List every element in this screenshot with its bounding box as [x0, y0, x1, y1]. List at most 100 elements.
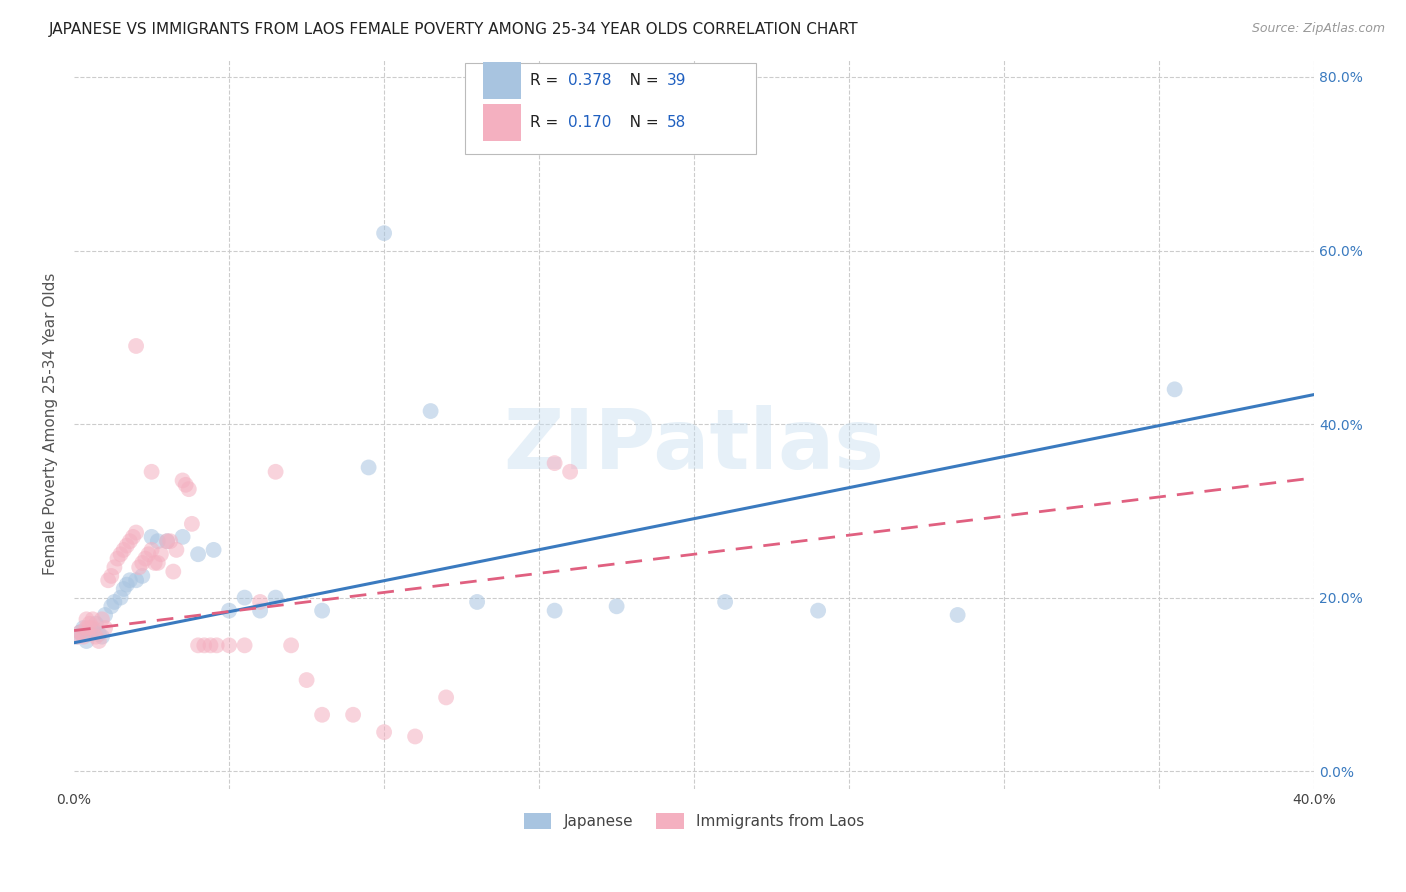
Point — [177, 482, 200, 496]
Point — [373, 226, 395, 240]
Point — [141, 530, 163, 544]
Point — [193, 638, 215, 652]
Point — [115, 539, 138, 553]
Point — [264, 591, 287, 605]
Point — [156, 534, 179, 549]
Point — [134, 551, 156, 566]
Point — [174, 478, 197, 492]
Point — [200, 638, 222, 652]
FancyBboxPatch shape — [484, 104, 520, 141]
Point — [128, 560, 150, 574]
Point — [100, 569, 122, 583]
Point — [357, 460, 380, 475]
Point — [264, 465, 287, 479]
Point — [112, 542, 135, 557]
Text: 0.378: 0.378 — [568, 73, 612, 88]
Text: 58: 58 — [666, 115, 686, 130]
Point — [115, 577, 138, 591]
Point — [94, 607, 117, 622]
Point — [946, 607, 969, 622]
Point — [373, 725, 395, 739]
Point — [110, 591, 132, 605]
Point — [606, 599, 628, 614]
Point — [112, 582, 135, 596]
Point — [107, 551, 129, 566]
Text: Source: ZipAtlas.com: Source: ZipAtlas.com — [1251, 22, 1385, 36]
Text: ZIPatlas: ZIPatlas — [503, 406, 884, 486]
Point — [143, 556, 166, 570]
Point — [82, 621, 104, 635]
Point — [125, 339, 148, 353]
Point — [465, 595, 488, 609]
Point — [404, 730, 426, 744]
Point — [218, 604, 240, 618]
Point — [187, 547, 209, 561]
Point — [87, 627, 110, 641]
Point — [84, 630, 107, 644]
Point — [714, 595, 737, 609]
Point — [558, 465, 581, 479]
Point — [91, 612, 114, 626]
Point — [110, 547, 132, 561]
Point — [233, 638, 256, 652]
Point — [165, 542, 187, 557]
Point — [122, 530, 145, 544]
Point — [97, 574, 120, 588]
Point — [131, 569, 153, 583]
Point — [172, 474, 194, 488]
Point — [79, 616, 101, 631]
Text: 39: 39 — [666, 73, 686, 88]
Text: R =: R = — [530, 73, 564, 88]
Point — [87, 634, 110, 648]
Point — [543, 456, 565, 470]
Point — [187, 638, 209, 652]
Point — [138, 547, 160, 561]
Point — [218, 638, 240, 652]
Point — [66, 630, 89, 644]
Text: N =: N = — [614, 115, 664, 130]
Point — [156, 534, 179, 549]
FancyBboxPatch shape — [465, 63, 756, 154]
Point — [249, 595, 271, 609]
Point — [118, 574, 141, 588]
Point — [125, 574, 148, 588]
Point — [141, 542, 163, 557]
Point — [76, 612, 98, 626]
Point — [69, 625, 91, 640]
Point — [103, 560, 125, 574]
Point — [233, 591, 256, 605]
Point — [202, 542, 225, 557]
Point — [180, 516, 202, 531]
Point — [131, 556, 153, 570]
Point — [76, 634, 98, 648]
Point — [94, 621, 117, 635]
Point — [807, 604, 830, 618]
Point — [141, 465, 163, 479]
Point — [82, 612, 104, 626]
Text: N =: N = — [614, 73, 664, 88]
Point — [172, 530, 194, 544]
Point — [311, 604, 333, 618]
Point — [72, 621, 94, 635]
Point — [295, 673, 318, 687]
Point — [125, 525, 148, 540]
Point — [205, 638, 228, 652]
Point — [543, 604, 565, 618]
Point — [280, 638, 302, 652]
Point — [342, 707, 364, 722]
Point — [82, 623, 104, 637]
Point — [146, 534, 169, 549]
Point — [103, 595, 125, 609]
Point — [72, 630, 94, 644]
Y-axis label: Female Poverty Among 25-34 Year Olds: Female Poverty Among 25-34 Year Olds — [44, 273, 58, 575]
Point — [146, 556, 169, 570]
Legend: Japanese, Immigrants from Laos: Japanese, Immigrants from Laos — [517, 807, 870, 836]
Point — [66, 630, 89, 644]
FancyBboxPatch shape — [484, 62, 520, 99]
Point — [159, 534, 181, 549]
Point — [84, 616, 107, 631]
Point — [118, 534, 141, 549]
Point — [79, 621, 101, 635]
Point — [419, 404, 441, 418]
Point — [100, 599, 122, 614]
